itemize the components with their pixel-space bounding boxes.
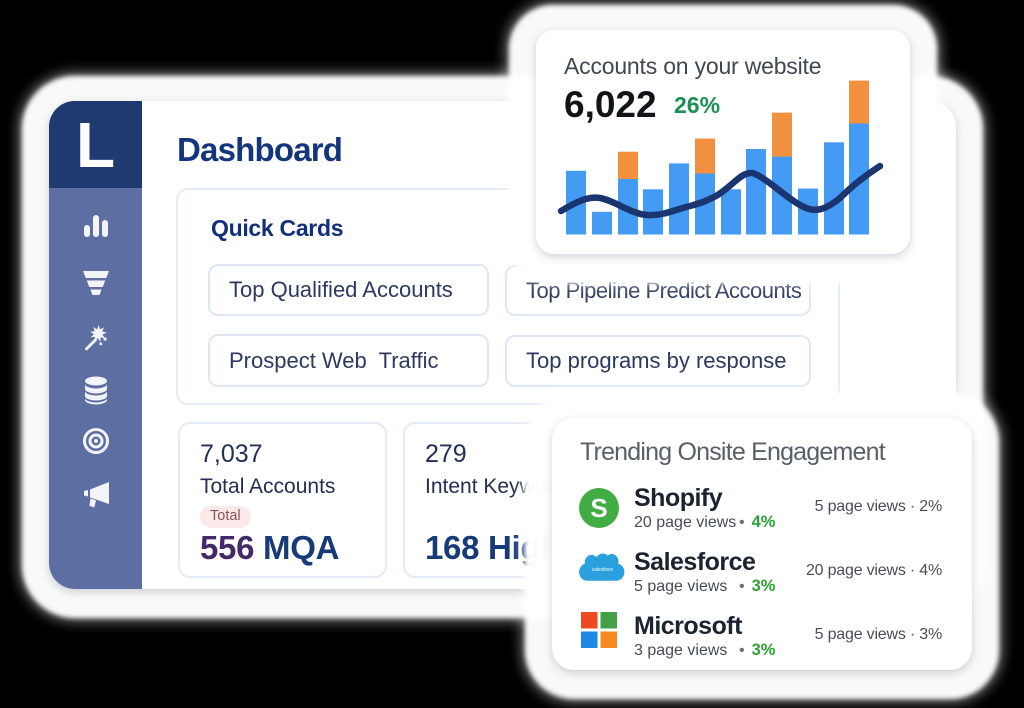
svg-text:salesforce: salesforce — [592, 567, 613, 573]
